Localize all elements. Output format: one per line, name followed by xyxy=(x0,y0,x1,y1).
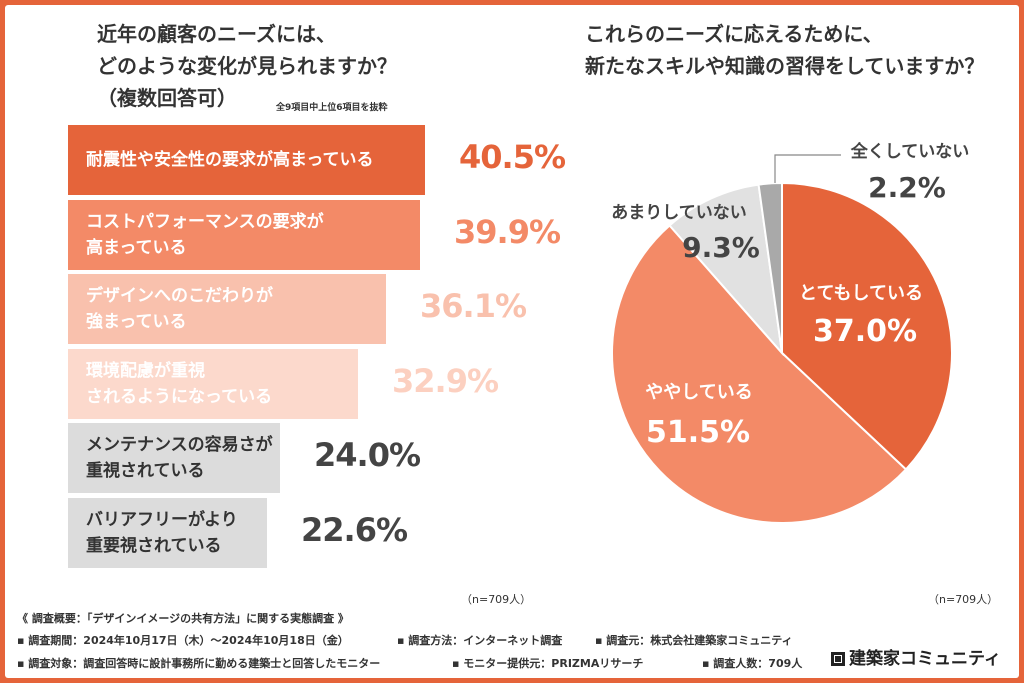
logo-mark-icon xyxy=(831,652,845,666)
pie-label-0: とてもしている xyxy=(799,283,923,304)
bar-value-4: 32.9% xyxy=(392,362,499,400)
infographic-frame: 近年の顧客のニーズには、 どのような変化が見られますか？ （複数回答可） 全9項… xyxy=(5,5,1019,678)
survey-overview: 《 調査概要：「デザインイメージの共有方法」に関する実態調査 》 xyxy=(17,612,349,625)
pie-label-1: ややしている xyxy=(645,382,752,403)
right-question-line2: 新たなスキルや知識の習得をしていますか？ xyxy=(585,54,985,78)
survey-target: ▪ 調査対象：調査回答時に設計事務所に勤める建築士と回答したモニター xyxy=(17,657,381,670)
survey-method: ▪ 調査方法：インターネット調査 xyxy=(397,634,563,647)
pie-slice-3 xyxy=(668,183,784,357)
left-question-line3: （複数回答可） xyxy=(97,86,237,110)
bar-value-3: 36.1% xyxy=(420,287,527,325)
right-sample-size: （n=709人） xyxy=(928,593,999,606)
company-logo: 建築家コミュニティ xyxy=(831,644,1001,669)
pie-leader-line xyxy=(774,154,841,183)
pie-label-3: 全くしていない xyxy=(850,141,970,162)
bar-3 xyxy=(68,274,386,344)
bar-value-5: 24.0% xyxy=(314,436,421,474)
bar-5 xyxy=(68,423,280,493)
pie-value-1: 51.5% xyxy=(646,415,750,450)
pie-slice-2 xyxy=(611,224,908,524)
left-sample-size: （n=709人） xyxy=(461,593,532,606)
survey-provider: ▪ モニター提供元：PRIZMAリサーチ xyxy=(452,657,644,670)
pie-value-3: 2.2% xyxy=(868,171,946,204)
bar-label-1: 耐震性や安全性の要求が高まっている xyxy=(86,150,374,170)
bar-label-3: デザインへのこだわりが 強まっている xyxy=(86,286,273,332)
bar-6 xyxy=(68,498,267,568)
bar-label-4: 環境配慮が重視 されるようになっている xyxy=(86,361,273,407)
survey-count: ▪ 調査人数：709人 xyxy=(702,657,803,670)
survey-source: ▪ 調査元：株式会社建築家コミュニティ xyxy=(595,634,793,647)
pie-value-0: 37.0% xyxy=(813,314,917,349)
pie-value-2: 9.3% xyxy=(682,231,760,264)
bar-label-6: バリアフリーがより 重要視されている xyxy=(86,510,238,556)
left-question-line1: 近年の顧客のニーズには、 xyxy=(97,22,336,46)
pie-label-2: あまりしていない xyxy=(611,203,747,223)
pie-chart: とてもしている 37.0% ややしている 51.5% あまりしていない 9.3% 全くしてい… xyxy=(611,141,970,524)
bar-value-2: 39.9% xyxy=(454,213,561,251)
bar-label-2: コストパフォーマンスの要求が 高まっている xyxy=(86,212,324,258)
bar-value-1: 40.5% xyxy=(459,138,566,176)
bar-1 xyxy=(68,125,425,195)
bar-4 xyxy=(68,349,358,419)
bar-2 xyxy=(68,200,420,270)
left-question-line2: どのような変化が見られますか？ xyxy=(97,54,397,78)
pie-slice-1 xyxy=(781,181,953,471)
bar-label-5: メンテナンスの容易さが 重視されている xyxy=(86,435,273,481)
company-logo-text: 建築家コミュニティ xyxy=(849,649,1001,669)
left-note: 全9項目中上位6項目を抜粋 xyxy=(276,103,388,113)
pie-slice-4 xyxy=(757,181,783,354)
right-question-line1: これらのニーズに応えるために、 xyxy=(585,22,883,46)
survey-period: ▪ 調査期間：2024年10月17日（木）～2024年10月18日（金） xyxy=(17,634,349,647)
bar-value-6: 22.6% xyxy=(301,511,408,549)
